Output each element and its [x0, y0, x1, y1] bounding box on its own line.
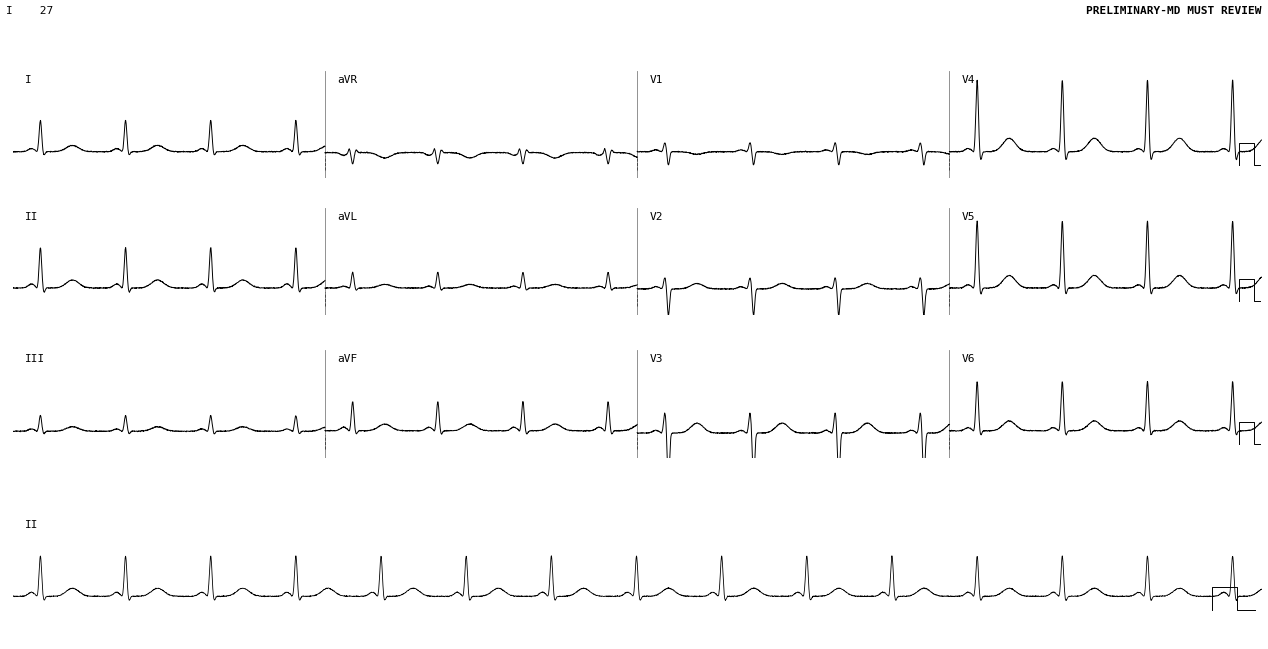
Text: V2: V2: [649, 212, 663, 222]
Text: II: II: [25, 212, 38, 222]
Text: II: II: [25, 520, 38, 530]
Text: V6: V6: [962, 354, 975, 365]
Text: V3: V3: [649, 354, 663, 365]
Text: aVL: aVL: [337, 212, 358, 222]
Text: I    27: I 27: [6, 6, 53, 16]
Text: V4: V4: [962, 75, 975, 86]
Text: III: III: [25, 354, 46, 365]
Text: PRELIMINARY-MD MUST REVIEW: PRELIMINARY-MD MUST REVIEW: [1087, 6, 1262, 16]
Text: I: I: [25, 75, 32, 86]
Text: aVF: aVF: [337, 354, 358, 365]
Text: V1: V1: [649, 75, 663, 86]
Text: aVR: aVR: [337, 75, 358, 86]
Text: V5: V5: [962, 212, 975, 222]
